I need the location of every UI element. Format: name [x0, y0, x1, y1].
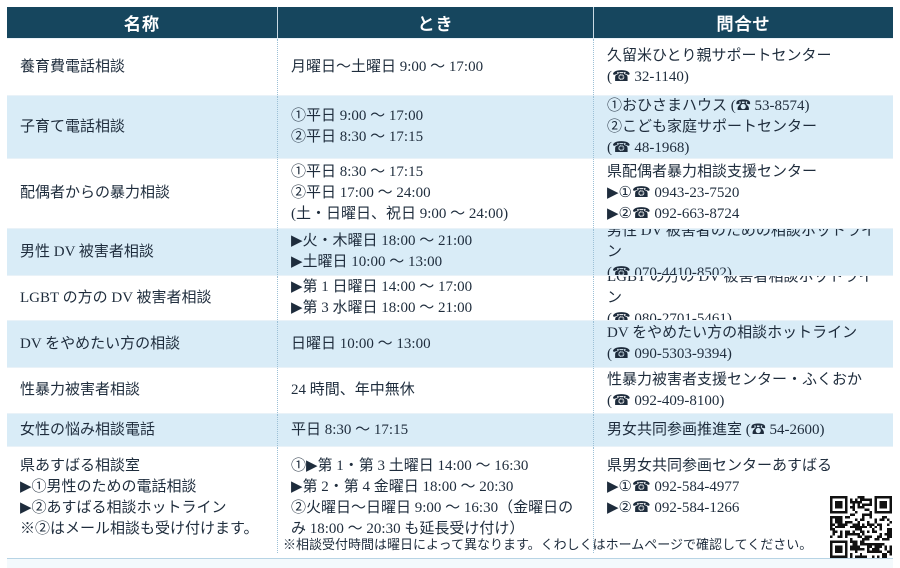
table-row: DV をやめたい方の相談 日曜日 10:00 ～ 13:00 DV をやめたい方の相…	[7, 320, 893, 367]
cell-text-line: 男性 DV 被害者相談	[20, 243, 154, 260]
row-time-cell: ▶火・木曜日 18:00 ～ 21:00 ▶土曜日 10:00 ～ 13:00	[277, 229, 593, 275]
row-contact-cell: 性暴力被害者支援センター・ふくおか (☎ 092-409-8100)	[593, 368, 893, 413]
next-row-sliver	[7, 559, 893, 568]
cell-text-line: 県配偶者暴力相談支援センター	[607, 164, 818, 180]
cell-text-line: 男性 DV 被害者のための相談ホットライン	[607, 229, 876, 260]
cell-text-line: ▶②☎ 092-663-8724	[607, 206, 740, 222]
header-time-column: とき	[277, 7, 593, 38]
cell-text-line: ①▶第 1・第 3 土曜日 14:00 ～ 16:30	[291, 458, 529, 474]
cell-text-line: 男女共同参画推進室 (☎ 54-2600)	[607, 421, 825, 438]
table-row: 県あすばる相談室 ▶①男性のための電話相談 ▶②あすばる相談ホットライン ※②はメール…	[7, 446, 893, 553]
cell-text-line: ▶火・木曜日 18:00 ～ 21:00	[291, 233, 473, 249]
header-contact-column: 問合せ	[593, 7, 893, 38]
cell-text-line: (☎ 090-5303-9394)	[607, 346, 732, 362]
cell-text-line: DV をやめたい方の相談	[20, 335, 181, 352]
cell-text-line: ▶①☎ 0943-23-7520	[607, 185, 740, 201]
table-row: 性暴力被害者相談 24 時間、年中無休 性暴力被害者支援センター・ふくおか (☎ 09…	[7, 367, 893, 413]
row-time-cell: ①平日 9:00 ～ 17:00 ②平日 8:30 ～ 17:15	[277, 96, 593, 158]
table-bottom-divider	[7, 558, 893, 559]
cell-text-line: (土・日曜日、祝日 9:00 ～ 24:00)	[291, 206, 509, 222]
row-time-cell: 月曜日～土曜日 9:00 ～ 17:00	[277, 39, 593, 95]
row-time-cell: ①平日 8:30 ～ 17:15 ②平日 17:00 ～ 24:00 (土・日曜日、…	[277, 159, 593, 228]
row-contact-cell: 男性 DV 被害者のための相談ホットライン (☎ 070-4410-8502)	[593, 229, 893, 275]
cell-text-line: 子育て電話相談	[20, 118, 126, 135]
cell-text-line: ①平日 9:00 ～ 17:00	[291, 108, 424, 124]
row-contact-cell: 男女共同参画推進室 (☎ 54-2600)	[593, 414, 893, 446]
row-time-cell: ①▶第 1・第 3 土曜日 14:00 ～ 16:30 ▶第 2・第 4 金曜日 …	[277, 447, 593, 553]
cell-text-line: 久留米ひとり親サポートセンター	[607, 48, 832, 64]
row-name-cell: 女性の悩み相談電話	[7, 414, 277, 446]
cell-text-line: DV をやめたい方の相談ホットライン	[607, 325, 858, 341]
row-name-cell: 子育て電話相談	[7, 96, 277, 158]
row-contact-cell: 県男女共同参画センターあすばる ▶①☎ 092-584-4977 ▶②☎ 092-5…	[593, 447, 893, 553]
cell-text-line: 性暴力被害者支援センター・ふくおか	[607, 371, 863, 388]
table-row: 配偶者からの暴力相談 ①平日 8:30 ～ 17:15 ②平日 17:00 ～ 24…	[7, 158, 893, 228]
cell-text-line: ▶第 2・第 4 金曜日 18:00 ～ 20:30	[291, 479, 514, 495]
row-contact-cell: ①おひさまハウス (☎ 53-8574) ②こども家庭サポートセンター (☎ 48-…	[593, 96, 893, 158]
cell-text-line: ①おひさまハウス (☎ 53-8574)	[607, 97, 810, 114]
row-name-cell: 男性 DV 被害者相談	[7, 229, 277, 275]
table-row: LGBT の方の DV 被害者相談 ▶第 1 日曜日 14:00 ～ 17:00 ▶…	[7, 275, 893, 320]
cell-text-line: 平日 8:30 ～ 17:15	[291, 421, 409, 438]
cell-text-line: (☎ 48-1968)	[607, 139, 690, 156]
row-time-cell: 平日 8:30 ～ 17:15	[277, 414, 593, 446]
cell-text-line: 24 時間、年中無休	[291, 382, 415, 398]
cell-text-line: ②平日 17:00 ～ 24:00	[291, 185, 431, 201]
row-contact-cell: 県配偶者暴力相談支援センター ▶①☎ 0943-23-7520 ▶②☎ 092-66…	[593, 159, 893, 228]
cell-text-line: ▶第 1 日曜日 14:00 ～ 17:00	[291, 279, 473, 295]
row-time-cell: 日曜日 10:00 ～ 13:00	[277, 321, 593, 367]
cell-text-line: 女性の悩み相談電話	[20, 421, 156, 438]
cell-text-line: 県あすばる相談室	[20, 458, 141, 474]
row-time-cell: 24 時間、年中無休	[277, 368, 593, 413]
cell-text-line: LGBT の方の DV 被害者相談ホットライン	[607, 276, 874, 306]
table-row: 養育費電話相談 月曜日～土曜日 9:00 ～ 17:00 久留米ひとり親サポートセン…	[7, 38, 893, 95]
cell-text-line: 性暴力被害者相談	[20, 382, 141, 398]
row-contact-cell: DV をやめたい方の相談ホットライン (☎ 090-5303-9394)	[593, 321, 893, 367]
table-row: 子育て電話相談 ①平日 9:00 ～ 17:00 ②平日 8:30 ～ 17:15 ①…	[7, 95, 893, 158]
cell-text-line: LGBT の方の DV 被害者相談	[20, 289, 212, 306]
cell-text-line: (☎ 092-409-8100)	[607, 392, 725, 409]
row-name-cell: LGBT の方の DV 被害者相談	[7, 276, 277, 320]
consultation-table: 名称 とき 問合せ 養育費電話相談 月曜日～土曜日 9:00 ～ 17:00 久留米…	[7, 7, 893, 553]
cell-text-line: ▶土曜日 10:00 ～ 13:00	[291, 254, 443, 270]
footnote: ※相談受付時間は曜日によって異なります。くわしくはホームページで確認してください…	[283, 537, 813, 552]
cell-text-line: ②平日 8:30 ～ 17:15	[291, 129, 424, 145]
cell-text-line: (☎ 080-2701-5461)	[607, 310, 732, 321]
table-body: 養育費電話相談 月曜日～土曜日 9:00 ～ 17:00 久留米ひとり親サポートセン…	[7, 38, 893, 553]
cell-text-line: (☎ 32-1140)	[607, 69, 689, 85]
cell-text-line: ▶①☎ 092-584-4977	[607, 479, 740, 495]
cell-text-line: ▶②あすばる相談ホットライン	[20, 500, 227, 516]
cell-text-line: ▶①男性のための電話相談	[20, 479, 197, 495]
row-name-cell: 県あすばる相談室 ▶①男性のための電話相談 ▶②あすばる相談ホットライン ※②はメール…	[7, 447, 277, 553]
row-name-cell: 養育費電話相談	[7, 39, 277, 95]
row-name-cell: 性暴力被害者相談	[7, 368, 277, 413]
cell-text-line: 県男女共同参画センターあすばる	[607, 458, 833, 474]
cell-text-line: ※②はメール相談も受け付けます。	[20, 521, 259, 537]
header-name-column: 名称	[124, 15, 160, 34]
cell-text-line: 日曜日 10:00 ～ 13:00	[291, 335, 431, 352]
row-contact-cell: 久留米ひとり親サポートセンター (☎ 32-1140)	[593, 39, 893, 95]
row-name-cell: DV をやめたい方の相談	[7, 321, 277, 367]
table-row: 女性の悩み相談電話 平日 8:30 ～ 17:15 男女共同参画推進室 (☎ 54-…	[7, 413, 893, 446]
cell-text-line: 養育費電話相談	[20, 58, 126, 75]
table-header-row: 名称 とき 問合せ	[7, 7, 893, 38]
table-row: 男性 DV 被害者相談 ▶火・木曜日 18:00 ～ 21:00 ▶土曜日 10:0…	[7, 228, 893, 275]
qr-code-icon	[830, 496, 892, 558]
cell-text-line: (☎ 070-4410-8502)	[607, 264, 732, 276]
row-contact-cell: LGBT の方の DV 被害者相談ホットライン (☎ 080-2701-5461)	[593, 276, 893, 320]
cell-text-line: 月曜日～土曜日 9:00 ～ 17:00	[291, 58, 484, 75]
row-time-cell: ▶第 1 日曜日 14:00 ～ 17:00 ▶第 3 水曜日 18:00 ～ 2…	[277, 276, 593, 320]
cell-text-line: ②こども家庭サポートセンター	[607, 118, 818, 135]
cell-text-line: ▶第 3 水曜日 18:00 ～ 21:00	[291, 300, 473, 316]
row-name-cell: 配偶者からの暴力相談	[7, 159, 277, 228]
cell-text-line: ①平日 8:30 ～ 17:15	[291, 164, 424, 180]
cell-text-line: 配偶者からの暴力相談	[20, 185, 171, 201]
cell-text-line: ②火曜日～日曜日 9:00 ～ 16:30（金曜日のみ 18:00 ～ 20:3…	[291, 500, 574, 537]
cell-text-line: ▶②☎ 092-584-1266	[607, 500, 740, 516]
